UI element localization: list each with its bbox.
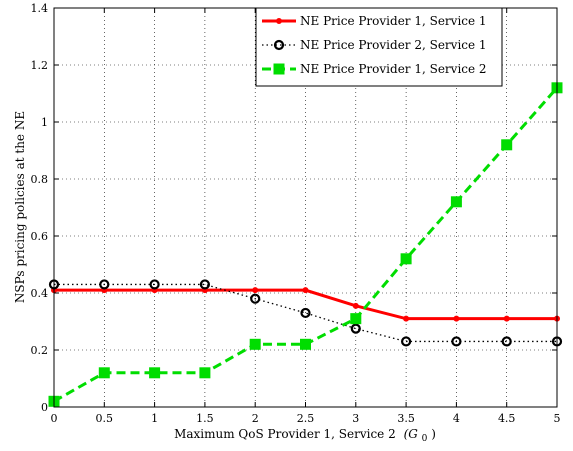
legend-label: NE Price Provider 1, Service 2 [300, 62, 487, 76]
x-axis-label-close: ) [431, 427, 436, 441]
x-axis-label-text: Maximum QoS Provider 1, Service 2 [174, 427, 396, 441]
data-point [400, 253, 412, 265]
axes-ticks: 0 0.5 1 1.5 2 2.5 3 3.5 4 4.5 5 0 0.2 0.4 0.6 0.8 1 1.2 1.… [31, 2, 561, 425]
y-tick-label: 0.6 [31, 230, 49, 243]
x-tick-label: 1 [151, 412, 158, 425]
data-point [401, 336, 412, 347]
x-axis-label-sub: 0 [422, 434, 428, 444]
y-tick-label: 0 [41, 401, 48, 414]
data-point [451, 336, 462, 347]
data-point [350, 313, 362, 325]
data-point [199, 367, 211, 379]
data-point [350, 323, 361, 334]
data-point [300, 307, 311, 319]
y-tick-label: 1 [41, 116, 48, 129]
legend-item: NE Price Provider 2, Service 1 [262, 38, 487, 52]
legend-item: NE Price Provider 1, Service 2 [262, 62, 487, 76]
data-point [98, 367, 110, 379]
legend-box [255, 7, 503, 87]
legend-label: NE Price Provider 2, Service 1 [300, 38, 487, 52]
legend-swatch-marker [273, 63, 285, 75]
y-tick-label: 1.4 [31, 2, 49, 15]
data-point [403, 315, 410, 322]
data-point [252, 287, 259, 294]
data-point [501, 336, 512, 347]
x-tick-label: 0 [51, 412, 58, 425]
legend-label: NE Price Provider 1, Service 1 [300, 14, 487, 28]
data-point [300, 338, 311, 350]
data-point [352, 302, 359, 309]
x-tick-label: 4.5 [498, 412, 516, 425]
x-tick-label: 5 [554, 412, 561, 425]
data-point [302, 287, 309, 294]
data-point [149, 279, 160, 290]
x-tick-label: 2.5 [297, 412, 315, 425]
data-point [99, 279, 110, 290]
data-point [450, 196, 462, 208]
legend-swatch-marker [276, 18, 282, 24]
x-tick-label: 1.5 [196, 412, 214, 425]
y-tick-label: 1.2 [31, 59, 49, 72]
x-axis-label: Maximum QoS Provider 1, Service 2 (G 0 ) [174, 427, 436, 444]
data-point [501, 139, 513, 151]
y-axis-label: NSPs pricing policies at the NE [13, 111, 27, 303]
legend: NE Price Provider 1, Service 1 NE Price P… [255, 7, 503, 87]
x-axis-label-math: (G [404, 427, 419, 441]
x-tick-label: 3 [352, 412, 359, 425]
y-tick-label: 0.8 [31, 173, 49, 186]
data-point [453, 315, 460, 322]
legend-swatch-marker [273, 39, 285, 51]
data-point [503, 315, 510, 322]
y-tick-label: 0.2 [31, 344, 49, 357]
data-point [199, 279, 210, 290]
x-tick-label: 0.5 [96, 412, 114, 425]
data-point [249, 338, 261, 350]
x-tick-label: 2 [252, 412, 259, 425]
y-tick-label: 0.4 [31, 287, 49, 300]
legend-item: NE Price Provider 1, Service 1 [262, 14, 487, 28]
data-point [149, 367, 161, 379]
x-tick-label: 4 [453, 412, 460, 425]
x-tick-label: 3.5 [397, 412, 415, 425]
data-point [250, 293, 261, 304]
